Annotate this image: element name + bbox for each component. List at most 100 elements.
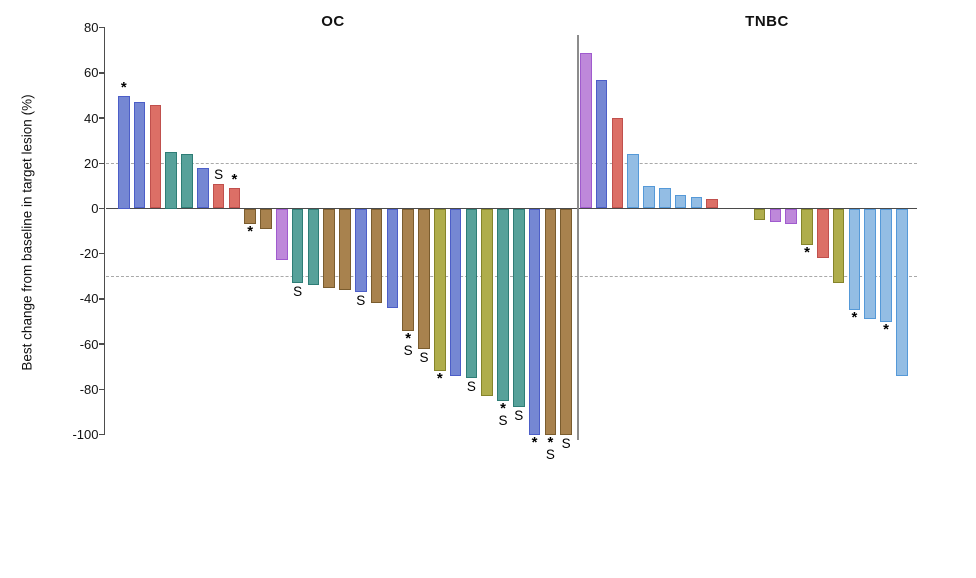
bar	[133, 102, 146, 209]
group-separator	[577, 35, 579, 440]
y-axis-tick-label: 20	[84, 155, 99, 171]
brca-mutation-mark: *	[547, 433, 554, 451]
y-axis	[104, 27, 106, 435]
bar	[212, 183, 225, 209]
brca-mutation-mark: *	[851, 309, 858, 327]
bar	[402, 208, 414, 331]
y-axis-tick	[99, 207, 104, 210]
bar-mark-group: *	[223, 171, 245, 189]
bar	[323, 208, 335, 288]
platinum-sensitive-mark: S	[466, 379, 476, 394]
bar	[864, 208, 876, 320]
bar	[595, 79, 608, 209]
y-axis-tick-label: -40	[79, 291, 99, 307]
platinum-sensitive-mark: S	[293, 284, 303, 300]
y-axis-tick	[99, 298, 104, 300]
bar	[339, 208, 351, 290]
bar	[801, 208, 813, 245]
y-axis-tick-label: 0	[91, 201, 99, 216]
y-axis-tick-label: -80	[79, 381, 99, 397]
zero-baseline	[105, 207, 917, 210]
bar	[118, 95, 130, 209]
y-axis-tick-label: -100	[72, 427, 99, 442]
bar-mark-group: S	[555, 435, 577, 451]
bar	[497, 208, 509, 401]
y-axis-tick-label: 40	[84, 110, 99, 126]
y-axis-tick-label: -20	[79, 246, 99, 262]
y-axis-tick	[99, 27, 104, 29]
bar	[832, 208, 845, 284]
bar	[181, 154, 193, 209]
bar-mark-group: *	[239, 223, 261, 241]
bar	[165, 152, 177, 209]
bar	[355, 208, 367, 293]
bar-mark-group: *	[796, 245, 818, 260]
bar	[307, 208, 320, 286]
brca-mutation-mark: *	[531, 433, 538, 451]
bar	[674, 194, 687, 209]
y-axis-tick	[99, 253, 104, 255]
bar-mark-group: *	[843, 309, 865, 327]
y-axis-tick	[99, 117, 104, 119]
bar	[418, 208, 430, 349]
bar-mark-group: S	[208, 166, 230, 182]
brca-mutation-mark: *	[883, 320, 889, 338]
group-title-oc: OC	[321, 13, 345, 30]
brca-mutation-mark: *	[231, 171, 238, 189]
y-axis-tick	[99, 433, 104, 436]
platinum-sensitive-mark: S	[498, 412, 508, 428]
bar	[817, 208, 829, 259]
platinum-sensitive-mark: S	[561, 435, 571, 451]
bar-mark-group: *	[113, 78, 135, 96]
brca-mutation-mark: *	[405, 329, 412, 347]
y-axis-tick	[99, 343, 104, 345]
bar	[896, 208, 908, 376]
brca-mutation-mark: *	[120, 78, 127, 96]
reference-line	[105, 276, 917, 278]
y-axis-tick	[99, 72, 104, 74]
bar-mark-group: S	[460, 379, 482, 394]
reference-line	[105, 163, 917, 165]
bar	[690, 197, 703, 209]
platinum-sensitive-mark: S	[545, 446, 555, 462]
bar-mark-group: *	[875, 320, 897, 338]
y-axis-tick-label: 60	[84, 65, 99, 81]
bar	[465, 208, 478, 378]
bar	[244, 208, 256, 225]
bar	[659, 188, 671, 209]
bar	[706, 199, 718, 209]
bar	[627, 154, 639, 209]
brca-mutation-mark: *	[500, 399, 506, 417]
bar	[291, 208, 304, 284]
bar-mark-group: *	[429, 370, 451, 388]
bar	[449, 208, 462, 376]
platinum-sensitive-mark: S	[356, 293, 366, 309]
bar	[197, 167, 209, 209]
platinum-sensitive-mark: S	[514, 408, 524, 424]
bar	[753, 208, 766, 220]
y-axis-tick-label: 80	[84, 20, 99, 36]
platinum-sensitive-mark: S	[419, 349, 429, 365]
bar-mark-group: S	[350, 293, 372, 309]
bar	[370, 208, 383, 304]
bar	[528, 208, 541, 435]
bar	[769, 208, 782, 223]
brca-mutation-mark: *	[436, 370, 443, 388]
bar	[481, 208, 493, 397]
bar	[560, 208, 572, 435]
bar-mark-group: S	[508, 408, 530, 424]
bar	[149, 104, 162, 209]
bar	[880, 208, 892, 322]
bar	[386, 208, 399, 308]
bar-mark-group: S	[287, 284, 309, 300]
bar	[544, 208, 557, 435]
y-axis-tick	[99, 162, 104, 164]
bar	[643, 185, 655, 209]
bar	[260, 208, 272, 229]
legend: Fuzuloparib 100 mg + apatinib 250 mgFuzu…	[0, 480, 976, 578]
platinum-sensitive-mark: S	[214, 166, 224, 182]
bar	[513, 208, 525, 408]
brca-mutation-mark: *	[247, 223, 254, 241]
